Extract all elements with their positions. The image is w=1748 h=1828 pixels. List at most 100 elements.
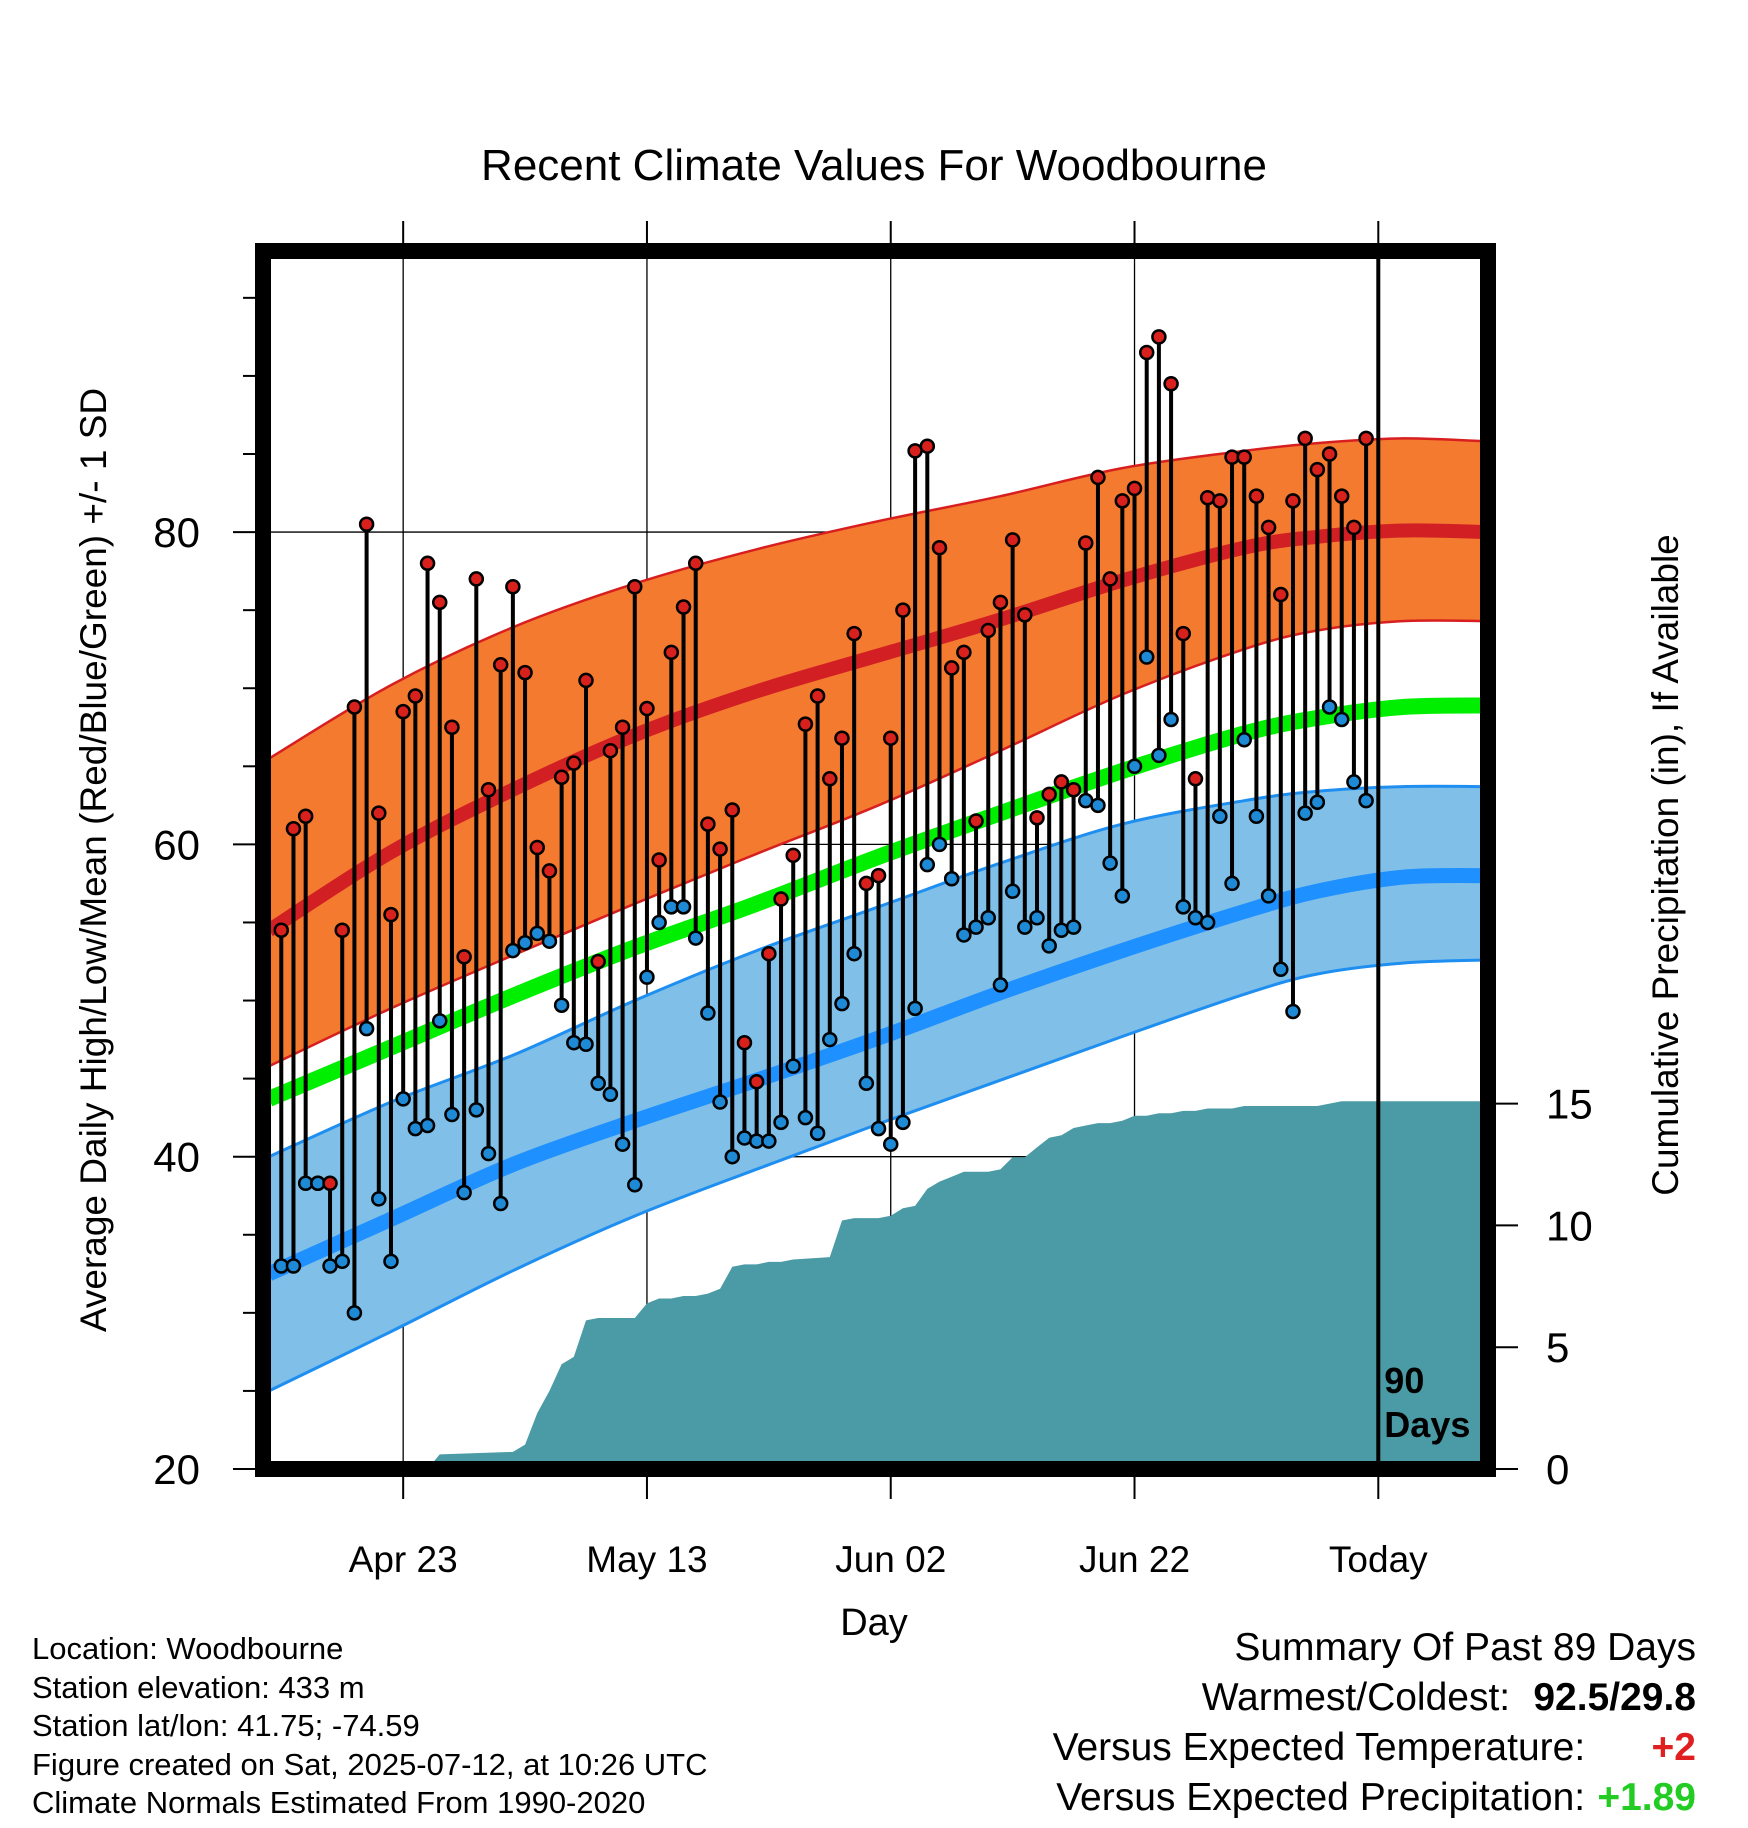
y-right-tick-label: 15 [1546, 1081, 1593, 1128]
daily-low-point [1273, 961, 1289, 978]
daily-high-point [541, 863, 558, 879]
daily-high-point [1248, 488, 1265, 504]
daily-low-point [931, 836, 948, 853]
daily-low-point [529, 925, 546, 942]
daily-high-point [1126, 480, 1143, 497]
daily-high-point [627, 578, 643, 595]
daily-high-point [1175, 625, 1192, 642]
x-tick-label: Jun 02 [835, 1539, 946, 1580]
daily-low-point [1321, 699, 1338, 715]
daily-high-point [1212, 493, 1228, 509]
daily-low-point [773, 1114, 789, 1131]
daily-low-point [553, 997, 570, 1013]
summary-heading: Summary Of Past 89 Days [1234, 1626, 1696, 1669]
daily-low-point [346, 1305, 363, 1321]
daily-low-point [578, 1036, 594, 1053]
daily-low-point [870, 1120, 887, 1137]
y-axis-label-right: Cumulative Precipitation (in), If Availa… [1645, 534, 1686, 1196]
daily-high-point [712, 841, 728, 857]
daily-high-point [858, 875, 875, 892]
temp-versus-label: Versus Expected Temperature: [1052, 1726, 1586, 1769]
daily-low-point [1138, 649, 1155, 665]
daily-low-point [431, 1013, 448, 1029]
x-axis-label: Day [840, 1602, 908, 1644]
daily-high-point [748, 1073, 765, 1090]
daily-high-point [968, 813, 984, 829]
high-band-upper-edge [268, 437, 1488, 760]
daily-high-point [1053, 774, 1070, 790]
summary-temp-row: Versus Expected Temperature: +2 [1053, 1723, 1696, 1773]
daily-low-point [724, 1148, 741, 1165]
temp-versus-value: +2 [1651, 1726, 1696, 1769]
daily-high-point [1163, 375, 1179, 392]
daily-high-point [1090, 469, 1106, 486]
chart-title: Recent Climate Values For Woodbourne [481, 141, 1267, 190]
daily-low-point [1199, 914, 1216, 931]
daily-low-point [1212, 808, 1228, 825]
daily-high-point [639, 700, 655, 717]
daily-high-point [663, 644, 680, 661]
station-latlon: Station lat/lon: 41.75; -74.59 [32, 1708, 420, 1743]
daily-low-point [1102, 855, 1118, 871]
precip-layer [427, 1101, 1488, 1469]
daily-high-point [1114, 493, 1131, 509]
daily-high-point [785, 847, 801, 864]
daily-low-point [639, 969, 655, 985]
daily-high-point [1102, 571, 1118, 587]
daily-low-point [517, 935, 533, 951]
daily-high-point [870, 867, 887, 884]
daily-low-point [541, 933, 558, 949]
daily-high-point [590, 953, 606, 970]
daily-high-point [1138, 344, 1155, 361]
daily-low-point [1004, 883, 1021, 899]
precip-versus-label: Versus Expected Precipitation: [1056, 1776, 1586, 1819]
daily-low-point [407, 1120, 424, 1137]
daily-high-point [297, 808, 314, 825]
daily-high-point [1297, 430, 1313, 447]
daily-low-point [383, 1253, 399, 1270]
daily-high-point [480, 781, 497, 798]
daily-high-point [882, 730, 899, 746]
daily-low-point [1175, 899, 1192, 915]
daily-low-point [992, 977, 1009, 993]
daily-low-point [444, 1106, 460, 1123]
daily-low-point [809, 1125, 826, 1142]
daily-high-point [1151, 329, 1167, 345]
daily-low-point [1236, 732, 1252, 748]
summary-warmest-row: Warmest/Coldest: 92.5/29.8 [1053, 1673, 1696, 1723]
daily-high-point [1017, 607, 1033, 623]
daily-high-point [346, 699, 363, 715]
daily-low-point [614, 1136, 631, 1152]
daily-low-point [1163, 711, 1179, 728]
daily-high-point [822, 771, 838, 787]
daily-high-point [492, 657, 509, 673]
daily-low-point [736, 1130, 753, 1146]
daily-low-point [1333, 711, 1350, 728]
daily-high-point [553, 769, 570, 785]
daily-high-point [736, 1034, 753, 1051]
daily-high-point [1285, 493, 1301, 509]
daily-high-point [675, 599, 692, 615]
daily-low-point [846, 945, 862, 962]
daily-low-point [675, 899, 692, 915]
figure-created: Figure created on Sat, 2025-07-12, at 10… [32, 1746, 708, 1782]
daily-high-point [834, 730, 850, 746]
daily-low-point [395, 1091, 411, 1107]
y-axis-label-left: Average Daily High/Low/Mean (Red/Blue/Gr… [73, 388, 114, 1332]
daily-low-point [822, 1031, 838, 1048]
daily-high-point [285, 821, 302, 837]
daily-low-point [1041, 938, 1057, 954]
daily-high-point [1078, 535, 1094, 551]
daily-low-point [968, 919, 984, 935]
station-location: Location: Woodbourne [32, 1631, 344, 1666]
summary-panel: Summary Of Past 89 Days Warmest/Coldest:… [1053, 1623, 1696, 1823]
daily-low-point [358, 1020, 375, 1037]
daily-high-point [1041, 786, 1057, 803]
daily-low-point [1248, 808, 1265, 825]
daily-high-point [919, 438, 936, 454]
daily-low-point [956, 927, 972, 943]
daily-low-point [1029, 910, 1045, 926]
daily-low-point [371, 1191, 387, 1207]
daily-low-point [882, 1136, 899, 1152]
daily-high-point [651, 852, 667, 868]
